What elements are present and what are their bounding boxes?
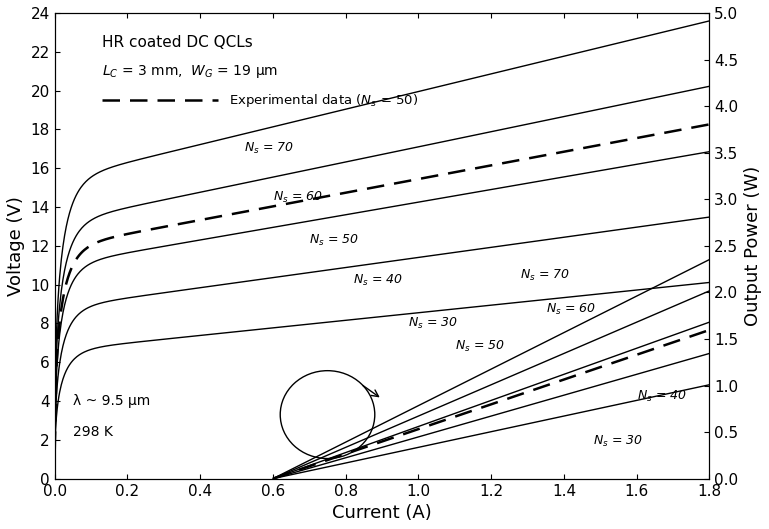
X-axis label: Current (A): Current (A) bbox=[332, 504, 432, 522]
Text: $N_s$ = 30: $N_s$ = 30 bbox=[593, 434, 643, 449]
Text: $N_s$ = 40: $N_s$ = 40 bbox=[637, 389, 687, 404]
Text: $L_C$ = 3 mm,  $W_G$ = 19 μm: $L_C$ = 3 mm, $W_G$ = 19 μm bbox=[102, 62, 278, 80]
Text: HR coated DC QCLs: HR coated DC QCLs bbox=[102, 34, 253, 50]
Text: $N_s$ = 60: $N_s$ = 60 bbox=[273, 190, 323, 205]
Y-axis label: Output Power (W): Output Power (W) bbox=[744, 166, 762, 326]
Text: $N_s$ = 50: $N_s$ = 50 bbox=[309, 232, 359, 248]
Text: $N_s$ = 60: $N_s$ = 60 bbox=[546, 302, 596, 317]
Text: Experimental data ($N_s$ = 50): Experimental data ($N_s$ = 50) bbox=[229, 92, 418, 109]
Text: $N_s$ = 50: $N_s$ = 50 bbox=[454, 339, 504, 354]
Text: $N_s$ = 30: $N_s$ = 30 bbox=[408, 316, 458, 331]
Text: λ ~ 9.5 μm: λ ~ 9.5 μm bbox=[73, 394, 150, 408]
Y-axis label: Voltage (V): Voltage (V) bbox=[7, 196, 25, 296]
Text: 298 K: 298 K bbox=[73, 425, 113, 439]
Text: $N_s$ = 70: $N_s$ = 70 bbox=[244, 141, 294, 157]
Text: $N_s$ = 40: $N_s$ = 40 bbox=[353, 273, 403, 288]
Text: $N_s$ = 70: $N_s$ = 70 bbox=[521, 268, 571, 283]
